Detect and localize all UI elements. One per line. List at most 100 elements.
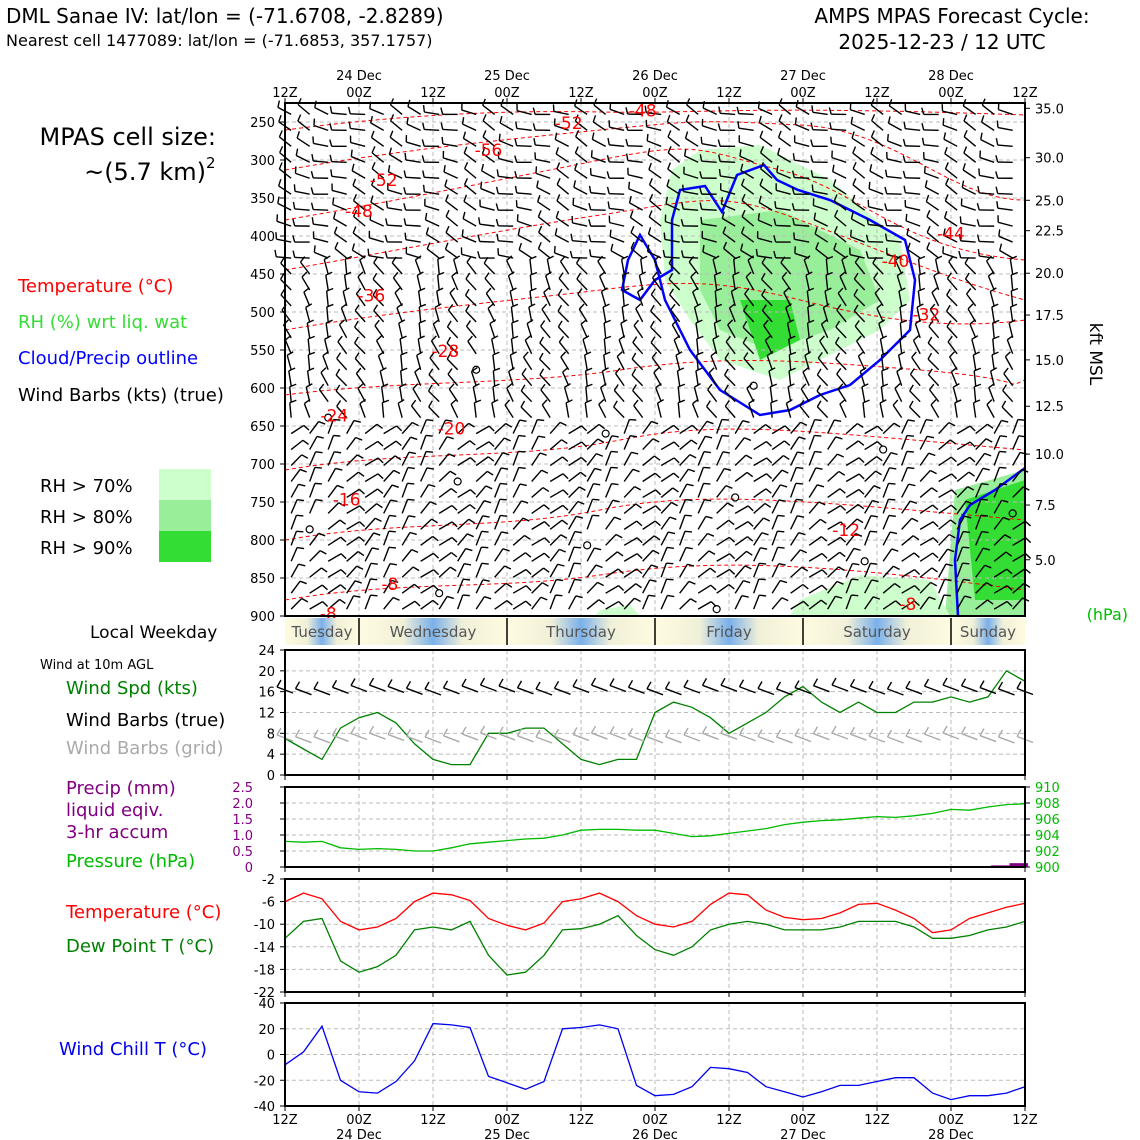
wind-barb-flag [965,500,973,505]
wind-barb-flag [396,303,404,309]
wind-barb [882,483,890,498]
wind-barb [859,371,866,386]
wind-barb-flag [329,154,333,162]
wind-barb [642,549,654,562]
wind-barb-flag [574,578,582,581]
wind-barb [429,357,440,371]
wind-barb-flag [562,504,569,511]
wind-barb [576,278,588,291]
wind-barb [882,499,889,514]
wind-barb-flag [520,384,526,392]
wind-barb-flag [553,245,556,254]
calm-circle [305,525,314,534]
wind-barb [747,259,755,275]
wind-barb [590,192,606,195]
wind-barb-flag [303,424,310,431]
wind-barb-flag [466,256,472,263]
wind-barb [864,470,877,482]
wind-barb-flag [629,435,638,438]
wind-barb [938,548,949,562]
wind-barb-flag [340,536,347,543]
wind-barb [997,221,1013,227]
wind-barb [868,206,884,211]
wind-barb-flag [671,501,678,507]
wind-barb [1012,486,1024,498]
wind-barb-flag [539,336,544,344]
true-wind-barb-flag [683,679,689,688]
wind-barb [739,141,754,147]
wind-barb-flag [389,562,398,566]
wind-barb-flag [613,384,619,391]
wind-barb-flag [518,450,526,453]
wind-barb [753,502,766,514]
wind-barb [539,342,551,355]
wind-barb [814,233,829,243]
wind-barb-flag [540,383,546,391]
wind-barb-flag [585,383,593,388]
wind-barb [290,439,304,451]
wind-barb-flag [559,255,566,262]
wind-barb-flag [700,136,703,144]
wind-barb [725,341,736,355]
true-wind-barb [905,687,923,695]
true-wind-barb [387,685,405,694]
wind-barb [565,402,570,418]
wind-barb [753,517,765,530]
right-tick-label: 15.0 [1035,354,1064,369]
wind-barb-flag [758,578,766,581]
wind-barb [465,310,477,323]
wind-barb-flag [810,122,814,130]
bottom-hour-label: 12Z [420,1113,446,1128]
wind-barb-flag [729,303,736,309]
wind-barb [642,455,655,467]
wind-barb [343,275,348,291]
wind-barb-flag [740,178,745,186]
wind-barb [882,531,891,546]
wind-barb-flag [446,436,454,440]
wind-barb [510,338,514,354]
wind-barb [743,357,755,371]
wind-barb [872,262,884,275]
wind-barb [919,596,930,610]
wind-barb-flag [635,503,642,509]
top-hour-label: 12Z [1012,86,1038,101]
wind-barb-flag [525,552,532,558]
grid-wind-barb [831,732,849,740]
bottom-hour-label: 12Z [716,1113,742,1128]
wind-barb-flag [807,303,815,308]
wind-barb-flag [615,533,623,539]
wind-barb [720,189,736,195]
wind-barb-flag [373,532,381,536]
wind-barb-flag [962,562,970,565]
true-wind-barb [461,685,479,693]
wind-barb-flag [573,180,577,188]
y-tick-label: 4 [267,748,275,763]
wind-barb [679,531,686,546]
wind-barb [586,438,599,451]
wind-barb [299,261,311,275]
precip-tick-label: 0 [245,861,253,876]
wind-barb [568,595,577,610]
wind-barb-flag [759,146,765,153]
wind-barb-flag [705,400,711,407]
wind-barb-flag [296,530,304,533]
wind-barb [660,595,668,610]
wind-barb [627,174,643,179]
wind-barb-flag [943,228,946,236]
wind-barb [660,547,668,562]
wind-barb-flag [925,419,933,422]
wind-barb [761,310,773,323]
wind-barb [845,563,854,578]
wind-barb-flag [834,336,840,344]
wind-barb [721,217,736,227]
wind-barb-flag [403,203,407,211]
wind-barb-flag [654,472,661,479]
wind-barb-flag [580,456,587,463]
wind-barb-flag [747,255,755,261]
wind-barb-flag [275,232,278,240]
top-hour-label: 12Z [568,86,594,101]
wind-barb [631,374,644,387]
wind-barb-flag [540,596,548,601]
wind-barb-flag [297,498,305,502]
